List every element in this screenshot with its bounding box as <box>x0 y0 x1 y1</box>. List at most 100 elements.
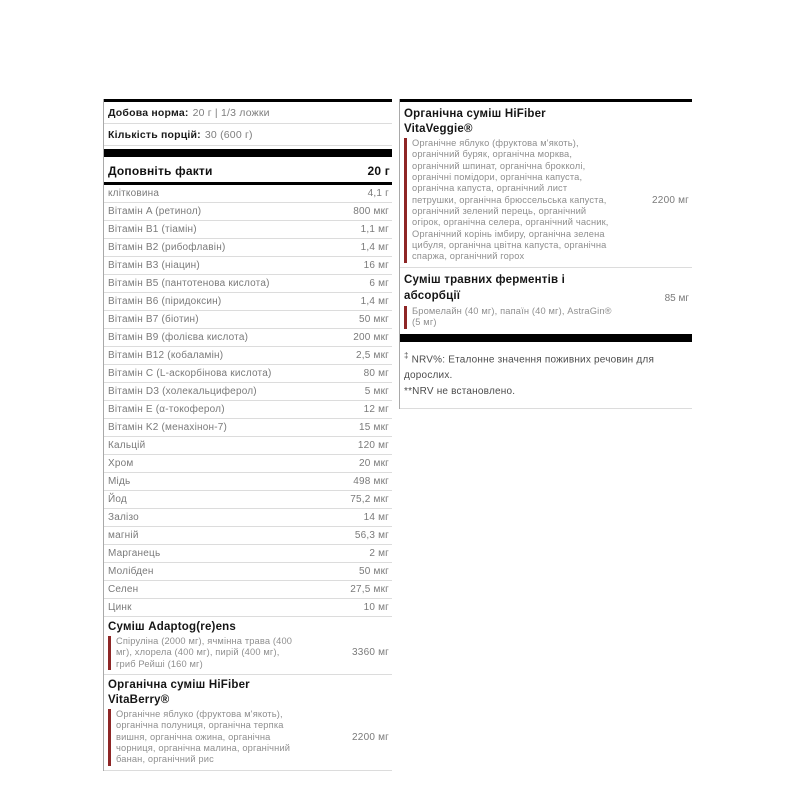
fact-label: Вітамін E (α-токоферол) <box>108 404 225 415</box>
thick-divider-bar <box>400 333 692 342</box>
fact-label: Марганець <box>108 548 161 559</box>
fact-label: Вітамін K2 (менахінон-7) <box>108 422 228 433</box>
fact-row: Вітамін C (L-аскорбінова кислота) 80 мг <box>104 365 392 383</box>
fact-label: Залізо <box>108 512 139 523</box>
fact-label: клітковина <box>108 188 160 199</box>
vitaberry-title: VitaBerry® <box>108 693 170 706</box>
fact-row: Вітамін E (α-токоферол) 12 мг <box>104 401 392 419</box>
fact-row: Вітамін B12 (кобаламін) 2,5 мкг <box>104 347 392 365</box>
fact-label: Вітамін B9 (фолієва кислота) <box>108 332 249 343</box>
fact-row: Цинк 10 мг <box>104 599 392 617</box>
vitaveggie-title: VitaVeggie® <box>404 123 473 135</box>
enzymes-ingredients-row: Бромелайн (40 мг), папаїн (40 мг), Astra… <box>400 305 692 333</box>
fact-value: 10 мг <box>363 602 389 613</box>
vitaberry-ingredients-row: Органічне яблуко (фруктова м'якоть), орг… <box>104 708 392 771</box>
fact-value: 50 мкг <box>359 314 389 325</box>
footnotes: ‡ NRV%: Еталонне значення поживних речов… <box>400 344 692 409</box>
fact-value: 1,4 мг <box>360 296 389 307</box>
fact-label: Вітамін B1 (тіамін) <box>108 224 197 235</box>
fact-value: 20 мкг <box>359 458 389 469</box>
fact-row: Вітамін A (ретинол) 800 мкг <box>104 203 392 221</box>
facts-header-row: Доповніть факти 20 г <box>104 159 392 185</box>
fact-label: Йод <box>108 494 127 505</box>
daily-dose-label: Добова норма: <box>108 107 189 119</box>
fact-value: 6 мг <box>369 278 389 289</box>
vitaveggie-amount: 2200 мг <box>652 194 689 206</box>
fact-row: Вітамін B2 (рибофлавін) 1,4 мг <box>104 239 392 257</box>
adaptogens-amount: 3360 мг <box>352 647 389 659</box>
fact-label: Кальцій <box>108 440 146 451</box>
hifiber-section-title-left: Органічна суміш HiFiber <box>108 678 250 691</box>
footnote-nrv-not-set: **NRV не встановлено. <box>404 385 516 397</box>
fact-value: 2,5 мкг <box>356 350 389 361</box>
fact-row: Вітамін D3 (холекальциферол) 5 мкг <box>104 383 392 401</box>
fact-row: магній 56,3 мг <box>104 527 392 545</box>
fact-row: Вітамін B5 (пантотенова кислота) 6 мг <box>104 275 392 293</box>
fact-value: 50 мкг <box>359 566 389 577</box>
fact-label: Молібден <box>108 566 154 577</box>
fact-label: Селен <box>108 584 139 595</box>
fact-value: 120 мг <box>357 440 389 451</box>
fact-row: Вітамін K2 (менахінон-7) 15 мкг <box>104 419 392 437</box>
fact-label: Вітамін B7 (біотин) <box>108 314 199 325</box>
fact-value: 800 мкг <box>353 206 389 217</box>
fact-value: 1,4 мг <box>360 242 389 253</box>
fact-label: Вітамін B5 (пантотенова кислота) <box>108 278 270 289</box>
fact-label: Вітамін D3 (холекальциферол) <box>108 386 257 397</box>
footnote-marker: ‡ <box>404 350 409 360</box>
fact-row: клітковина 4,1 г <box>104 185 392 203</box>
fact-value: 14 мг <box>363 512 389 523</box>
supplement-facts-left-panel: Добова норма: 20 г | 1/3 ложки Кількість… <box>103 99 392 771</box>
fact-row: Вітамін B6 (піридоксин) 1,4 мг <box>104 293 392 311</box>
top-black-bar <box>400 99 692 102</box>
facts-header-title: Доповніть факти <box>108 164 213 178</box>
fact-row: Залізо 14 мг <box>104 509 392 527</box>
fact-label: Вітамін B12 (кобаламін) <box>108 350 224 361</box>
fact-label: Мідь <box>108 476 131 487</box>
vitaberry-amount: 2200 мг <box>352 731 389 743</box>
supplement-facts-panels: Добова норма: 20 г | 1/3 ложки Кількість… <box>103 99 692 771</box>
fact-row: Вітамін B3 (ніацин) 16 мг <box>104 257 392 275</box>
adaptogens-section-title: Суміш Adaptog(re)ens <box>108 621 237 633</box>
fact-value: 80 мг <box>363 368 389 379</box>
hifiber-section-title-right: Органічна суміш HiFiber <box>404 108 546 120</box>
fact-row: Вітамін B7 (біотин) 50 мкг <box>104 311 392 329</box>
fact-label: Хром <box>108 458 134 469</box>
fact-row: Хром 20 мкг <box>104 455 392 473</box>
fact-row: Вітамін B1 (тіамін) 1,1 мг <box>104 221 392 239</box>
fact-value: 27,5 мкг <box>350 584 389 595</box>
servings-row: Кількість порцій: 30 (600 г) <box>104 124 392 146</box>
facts-header-amount: 20 г <box>367 164 390 178</box>
fact-label: Цинк <box>108 602 132 613</box>
fact-label: Вітамін B6 (піридоксин) <box>108 296 222 307</box>
vitaberry-ingredients: Органічне яблуко (фруктова м'якоть), орг… <box>108 708 296 766</box>
fact-value: 498 мкг <box>353 476 389 487</box>
fact-row: Йод 75,2 мкг <box>104 491 392 509</box>
fact-value: 2 мг <box>369 548 389 559</box>
fact-value: 16 мг <box>363 260 389 271</box>
fact-value: 75,2 мкг <box>350 494 389 505</box>
servings-value: 30 (600 г) <box>204 129 253 141</box>
supplement-facts-right-panel: Органічна суміш HiFiber VitaVeggie® Орга… <box>399 99 692 409</box>
fact-label: магній <box>108 530 139 541</box>
enzymes-amount: 85 мг <box>664 292 689 304</box>
vitaveggie-ingredients-row: Органічне яблуко (фруктова м'якоть), орг… <box>400 137 692 268</box>
daily-dose-row: Добова норма: 20 г | 1/3 ложки <box>104 102 392 124</box>
enzymes-section-title: Суміш травних ферментів і абсорбції <box>404 273 566 303</box>
vitaveggie-ingredients: Органічне яблуко (фруктова м'якоть), орг… <box>404 138 612 263</box>
enzymes-ingredients: Бромелайн (40 мг), папаїн (40 мг), Astra… <box>404 305 622 329</box>
fact-label: Вітамін B3 (ніацин) <box>108 260 200 271</box>
footnote-nrv-text: NRV%: Еталонне значення поживних речовин… <box>404 353 655 381</box>
top-black-bar <box>104 99 392 102</box>
fact-value: 1,1 мг <box>360 224 389 235</box>
adaptogens-ingredients-row: Спіруліна (2000 мг), ячмінна трава (400 … <box>104 635 392 675</box>
fact-value: 200 мкг <box>353 332 389 343</box>
fact-row: Марганець 2 мг <box>104 545 392 563</box>
footnote-nrv: ‡ NRV%: Еталонне значення поживних речов… <box>404 350 690 384</box>
fact-row: Кальцій 120 мг <box>104 437 392 455</box>
fact-label: Вітамін B2 (рибофлавін) <box>108 242 226 253</box>
fact-value: 12 мг <box>363 404 389 415</box>
adaptogens-ingredients: Спіруліна (2000 мг), ячмінна трава (400 … <box>108 636 296 670</box>
fact-value: 15 мкг <box>359 422 389 433</box>
